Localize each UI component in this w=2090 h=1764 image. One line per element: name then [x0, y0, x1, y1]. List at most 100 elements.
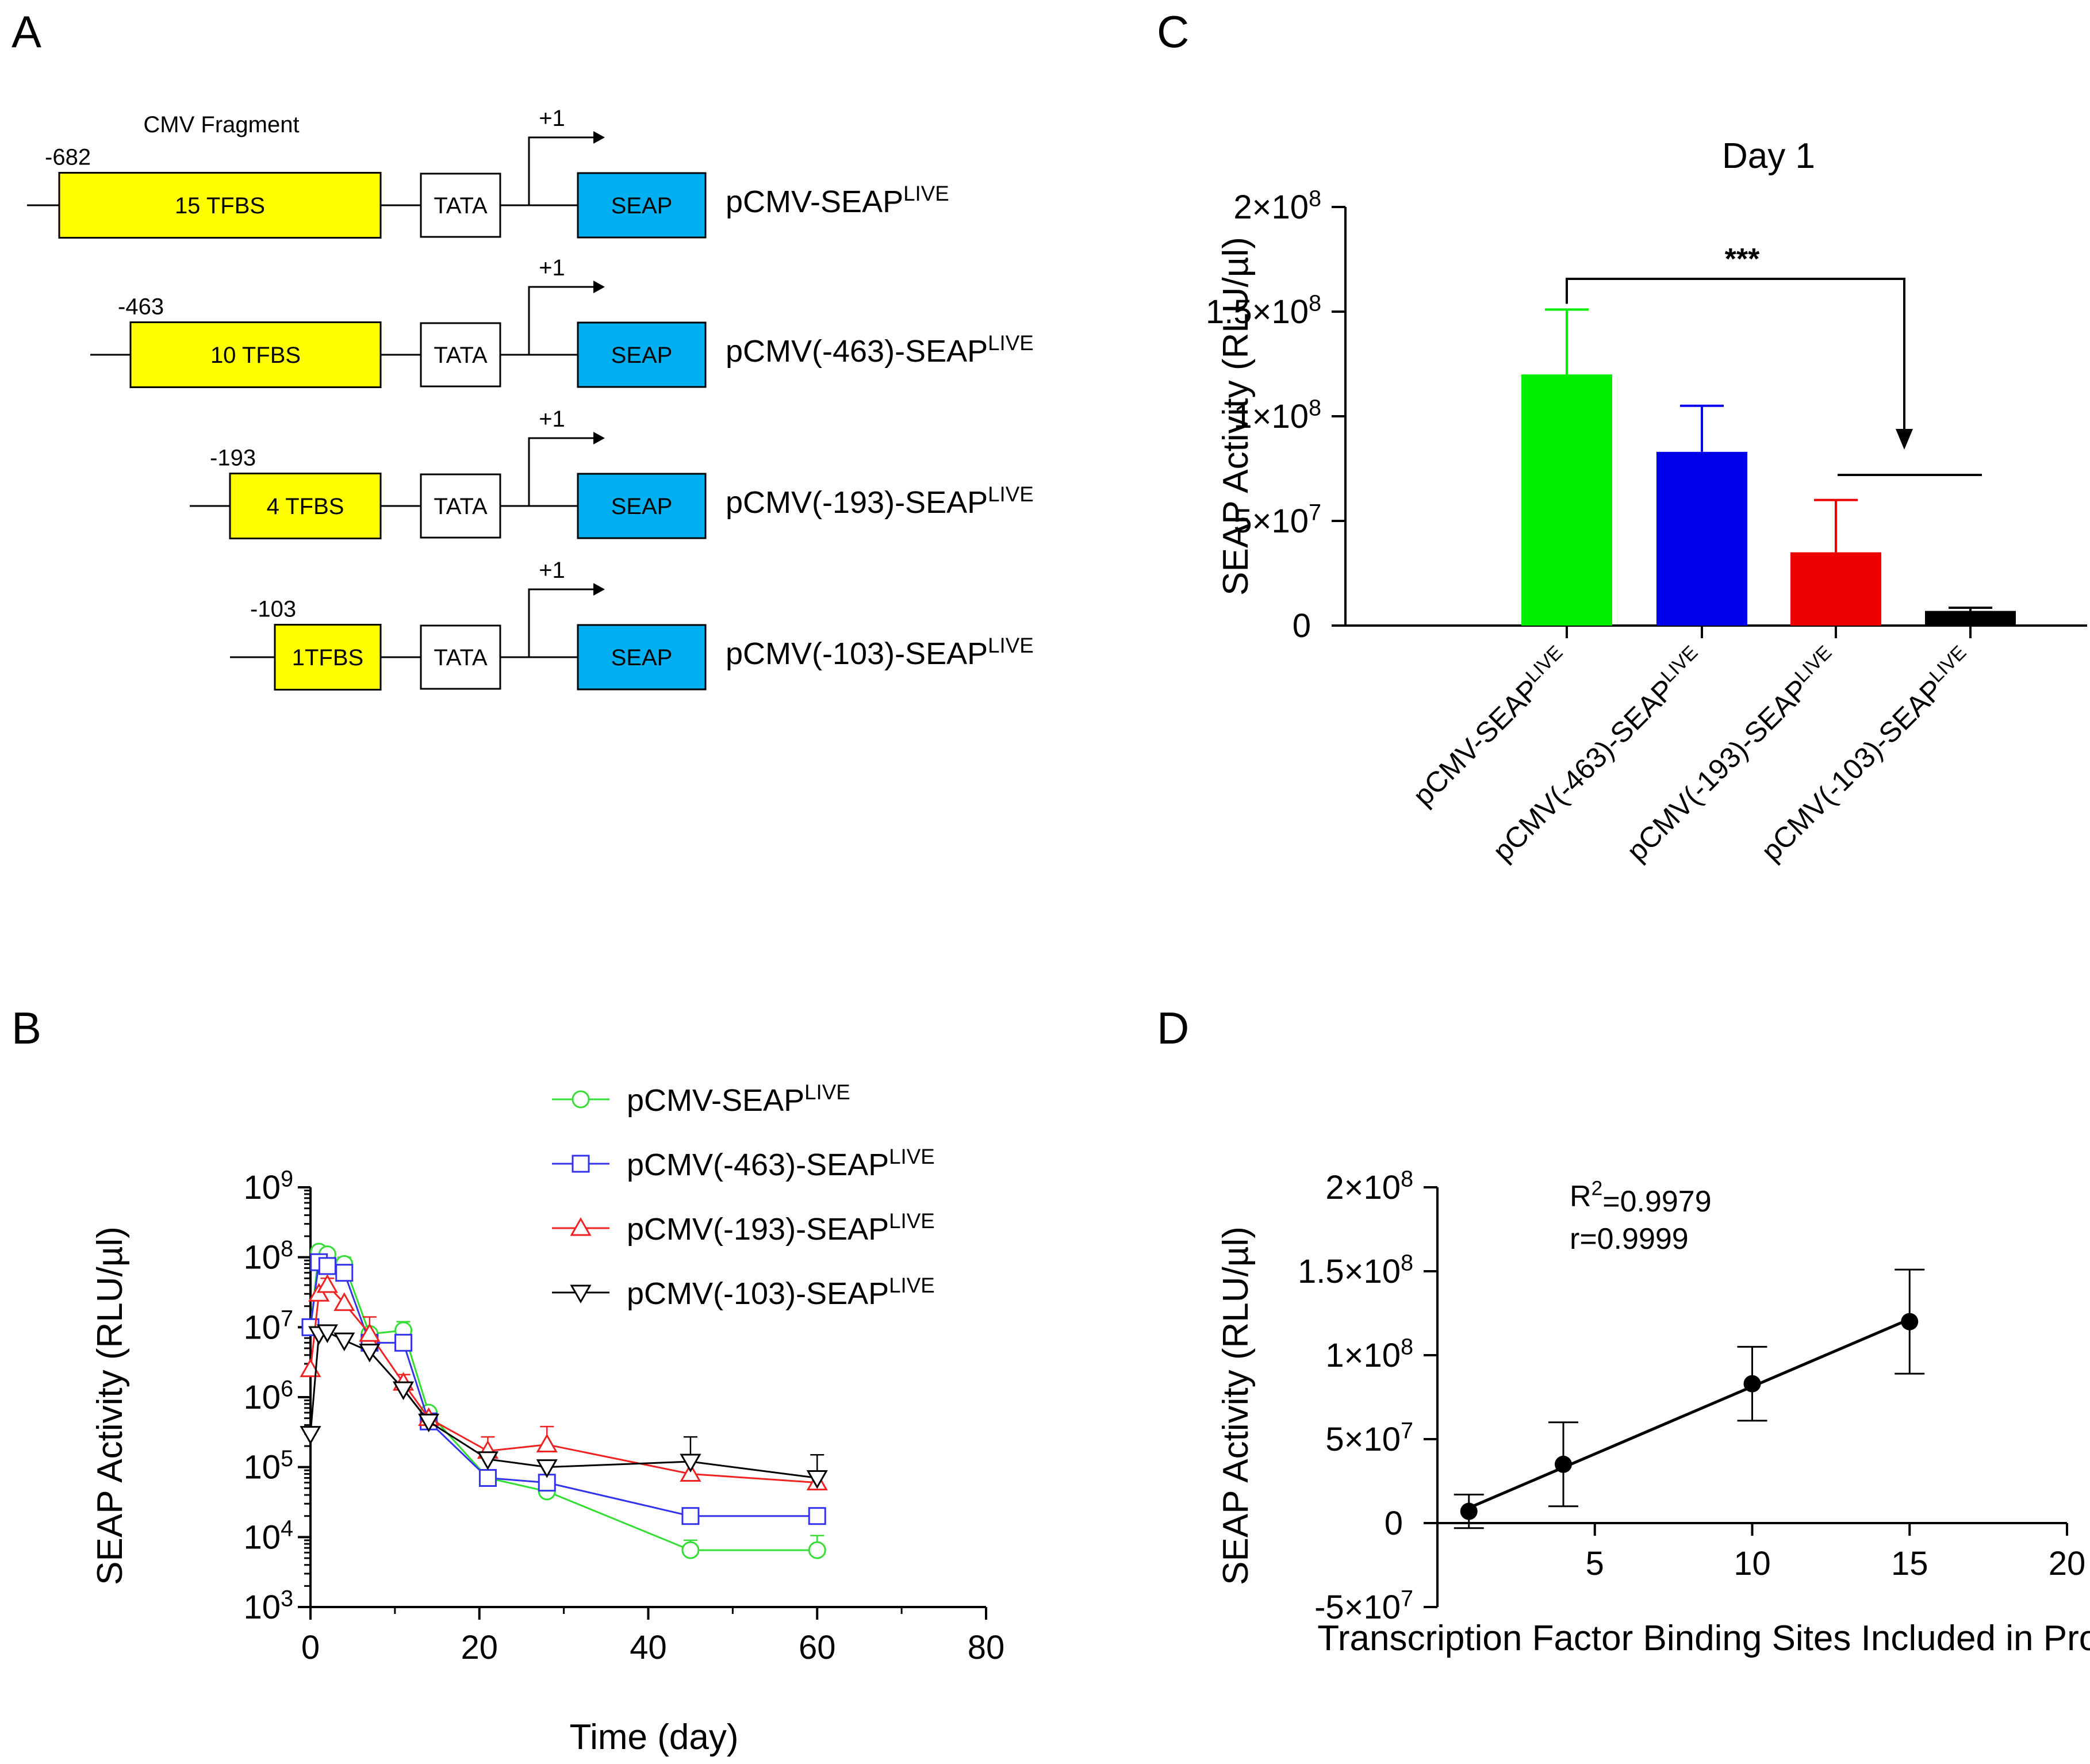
position-label: -193	[210, 446, 256, 471]
bar	[1521, 374, 1612, 626]
y-tick-label: 106	[244, 1376, 293, 1416]
x-axis-title-text: Transcription Factor Binding Sites Inclu…	[1317, 1619, 2090, 1658]
legend-label: pCMV-SEAPLIVE	[627, 1080, 850, 1118]
bar-group-4: pCMV(-103)-SEAPLIVE	[1755, 607, 2016, 868]
y-tick-label: 2×108	[1325, 1166, 1413, 1206]
x-tick-label: 80	[968, 1629, 1005, 1666]
data-point	[681, 1541, 700, 1559]
y-tick-label-sup: 8	[1401, 1166, 1413, 1191]
y-tick-label: 104	[244, 1516, 293, 1556]
y-tick-label: 5×107	[1325, 1418, 1413, 1458]
y-tick-label-sup: 8	[1401, 1334, 1413, 1359]
y-tick-label-sup: 7	[1309, 500, 1321, 525]
tss-arrow-head	[593, 131, 605, 144]
legend-item-3: pCMV(-193)-SEAPLIVE	[552, 1209, 935, 1247]
y-tick-label-base: 1×10	[1233, 398, 1309, 435]
tss-arrow-line	[528, 437, 598, 506]
construct-row-4: 1TFBS -103 TATA +1 SEAP pCMV(-103)-SEAPLIVE	[230, 558, 1034, 691]
y-tick-label: 1.5×108	[1206, 290, 1321, 331]
cmv-fragment-label: CMV Fragment	[143, 112, 299, 137]
construct-name: pCMV(-463)-SEAPLIVE	[726, 331, 1034, 369]
r-annotation: r=0.9999	[1570, 1222, 1689, 1256]
y-tick-label-base: 10	[244, 1589, 281, 1626]
y-tick-label-sup: 8	[1309, 186, 1321, 211]
r-squared-base: R	[1570, 1180, 1592, 1213]
bracket-arrowhead	[1896, 429, 1913, 450]
data-point	[1555, 1455, 1572, 1473]
tata-box	[420, 473, 501, 539]
panel-letter-b: B	[11, 1003, 41, 1053]
data-point	[680, 1463, 701, 1482]
tss-label: +1	[539, 255, 565, 281]
data-point	[1901, 1313, 1919, 1330]
construct-name: pCMV(-193)-SEAPLIVE	[726, 482, 1034, 520]
y-tick-label-base: 10	[244, 1379, 281, 1416]
panel-a-diagram: CMV Fragment 15 TFBS -682 TATA +1 SEAP pCMV-SE…	[27, 106, 1034, 691]
data-point	[806, 1470, 828, 1489]
x-tick-label: 20	[2049, 1545, 2086, 1582]
construct-row-1: 15 TFBS -682 TATA +1 SEAP pCMV-SEAPLIVE	[27, 106, 949, 239]
significance-stars: ***	[1725, 243, 1760, 276]
y-tick-label-base: 5×10	[1233, 503, 1309, 540]
legend-label-sup: LIVE	[889, 1145, 935, 1168]
legend-marker	[572, 1090, 590, 1109]
tata-label: TATA	[434, 645, 488, 670]
panel-letter-d: D	[1157, 1003, 1189, 1053]
tss-arrow-line	[528, 136, 598, 205]
tfbs-label: 10 TFBS	[210, 343, 301, 368]
data-point	[536, 1459, 558, 1478]
significance-bracket: ***	[1566, 243, 1982, 476]
tss-label: +1	[539, 407, 565, 432]
data-point	[316, 1324, 338, 1343]
bar	[1656, 451, 1747, 626]
bar-group-1: pCMV-SEAPLIVE	[1407, 308, 1612, 812]
data-point	[300, 1426, 321, 1445]
y-tick-label-base: 1.5×10	[1206, 293, 1309, 331]
x-tick-label: 5	[1586, 1545, 1604, 1582]
tss-arrow-head	[593, 583, 605, 596]
y-tick-label-base: 1×10	[1325, 1337, 1401, 1374]
x-tick-label: 15	[1891, 1545, 1928, 1582]
tfbs-label: 4 TFBS	[267, 494, 344, 519]
legend-marker	[570, 1284, 592, 1304]
construct-row-3: 4 TFBS -193 TATA +1 SEAP pCMV(-193)-SEAPLIVE	[190, 407, 1034, 539]
legend-label-base: pCMV-SEAP	[627, 1083, 804, 1118]
panel-letter-c: C	[1157, 6, 1189, 57]
y-axis-title: SEAP Activity (RLU/µl)	[90, 1226, 130, 1585]
y-tick-label-base: 5×10	[1325, 1421, 1401, 1458]
position-label: -103	[250, 597, 296, 622]
tfbs-box	[129, 321, 382, 388]
y-tick-label-base: 2×10	[1325, 1169, 1401, 1206]
construct-name: pCMV-SEAPLIVE	[726, 182, 949, 219]
tss-arrow-line	[528, 588, 598, 657]
y-axis-title: SEAP Activity (RLU/µl)	[1216, 237, 1256, 596]
y-tick-label: 0	[1385, 1505, 1403, 1542]
data-point-group	[1454, 1493, 1484, 1529]
y-tick-label-sup: 9	[281, 1166, 293, 1191]
series-line	[309, 1283, 818, 1484]
y-tick-label-base: -5×10	[1314, 1589, 1401, 1626]
legend-label: pCMV(-463)-SEAPLIVE	[627, 1145, 935, 1182]
data-point	[1743, 1375, 1761, 1393]
y-tick-label: 105	[244, 1446, 293, 1486]
y-tick-label-base: 10	[244, 1169, 281, 1206]
data-point	[335, 1264, 354, 1282]
y-tick-label-sup: 7	[281, 1306, 293, 1332]
y-tick-label: 1.5×108	[1298, 1250, 1413, 1290]
seap-box	[577, 172, 707, 239]
y-tick-label-sup: 8	[281, 1236, 293, 1261]
y-tick-label: 1×108	[1325, 1334, 1413, 1374]
construct-name-base: pCMV(-463)-SEAP	[726, 334, 988, 369]
construct-name-base: pCMV(-193)-SEAP	[726, 485, 988, 520]
chart-title: Day 1	[1722, 136, 1815, 176]
tfbs-box	[229, 473, 382, 539]
x-tick-label: 20	[461, 1629, 498, 1666]
data-point	[418, 1413, 440, 1433]
y-tick-label: 103	[244, 1586, 293, 1626]
position-label: -463	[118, 294, 164, 320]
y-tick-label: 2×108	[1233, 186, 1321, 226]
x-tick-label: 10	[1734, 1545, 1771, 1582]
y-tick-label-sup: 5	[281, 1446, 293, 1471]
tfbs-label: 15 TFBS	[175, 193, 265, 218]
